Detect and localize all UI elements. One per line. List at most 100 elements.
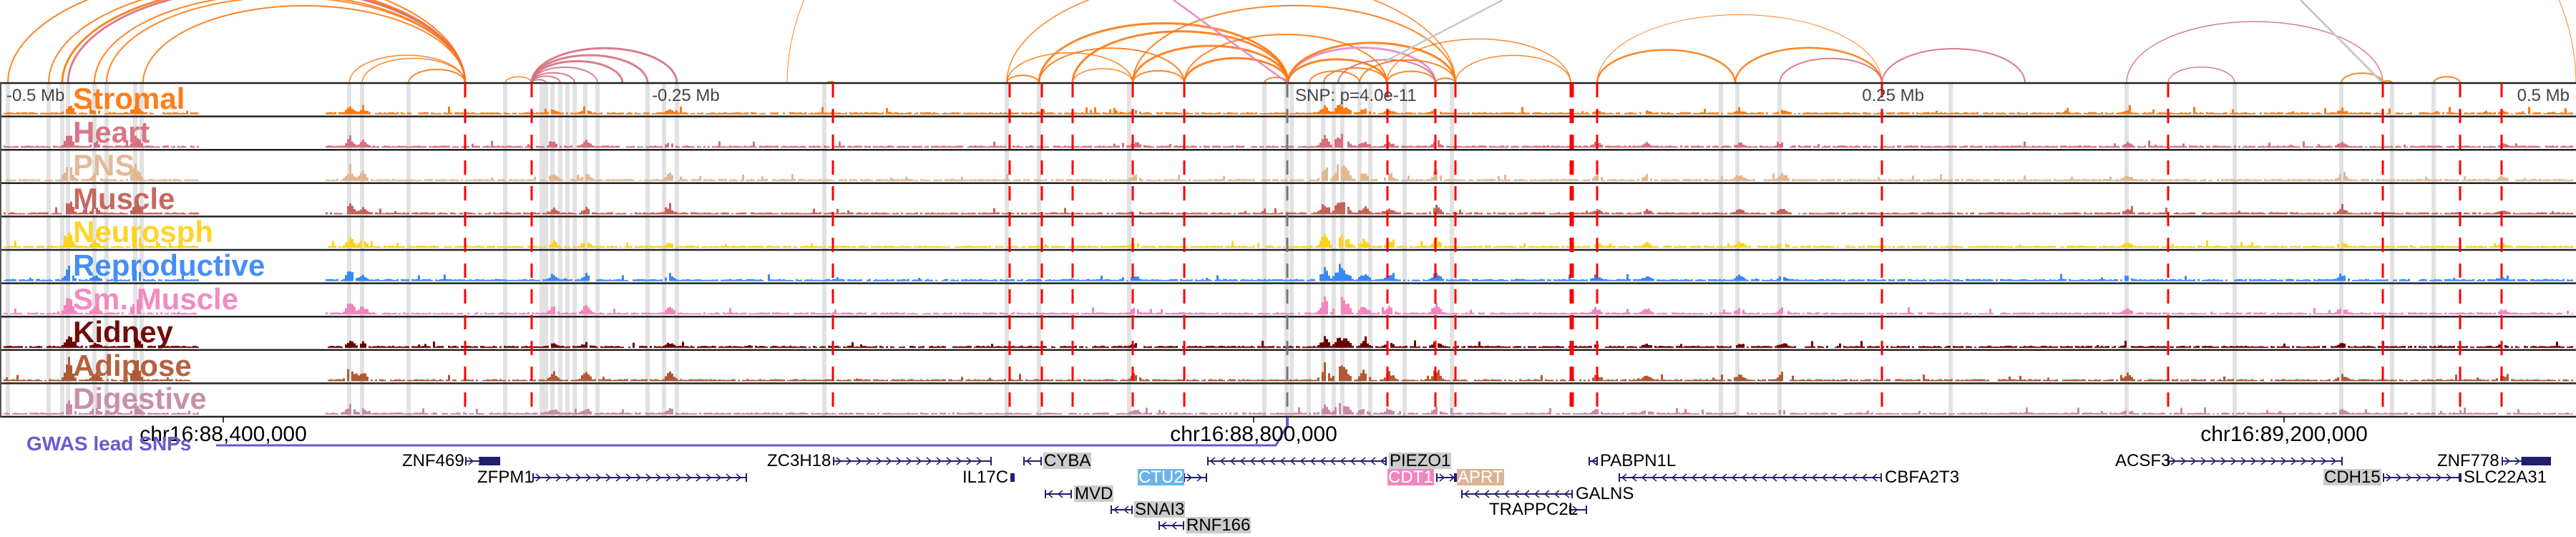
signal-bar [1787,212,1790,215]
signal-bar [433,246,435,248]
signal-bar [811,146,813,148]
signal-bar [2399,112,2401,115]
signal-bar [89,106,92,115]
signal-bar [2017,112,2019,115]
signal-bar [821,107,824,115]
signal-bar [1729,213,1732,215]
signal-bar [1221,212,1223,215]
signal-bar [1034,212,1036,215]
signal-bar [2180,112,2182,115]
signal-bar [2245,212,2247,215]
signal-bar [2545,213,2547,215]
signal-bar [2253,145,2255,148]
signal-bar [1092,213,1094,215]
signal-bar [796,145,798,148]
signal-bar [401,213,403,215]
signal-bar [1047,112,1049,115]
signal-bar [1083,179,1085,181]
signal-bar [1013,112,1015,115]
signal-bar [871,112,873,115]
signal-bar [1802,146,1805,148]
signal-bar [1897,112,1899,115]
signal-bar [1332,111,1335,115]
signal-bar [1118,145,1120,148]
signal-bar [2232,212,2234,215]
signal-bar [2028,180,2030,181]
signal-bar [1766,112,1768,115]
signal-bar [1324,233,1326,248]
signal-bar [2511,112,2513,115]
signal-bar [1712,246,1714,248]
signal-bar [2423,145,2425,148]
signal-bar [2178,179,2180,181]
signal-bar [2247,146,2249,148]
signal-bar [2079,179,2082,181]
signal-bar [77,246,79,248]
signal-bar [40,112,42,115]
signal-bar [2416,213,2419,215]
signal-bar [1135,174,1137,181]
signal-bar [1601,176,1603,181]
signal-bar [2009,146,2011,148]
signal-bar [1405,246,1407,248]
signal-bar [884,246,886,248]
signal-bar [1755,146,1757,148]
signal-bar [126,213,128,215]
signal-bar [2017,246,2019,248]
signal-bar [2129,143,2131,148]
signal-bar [527,144,530,148]
signal-bar [2116,246,2118,248]
signal-track-muscle [4,201,2573,215]
signal-bar [2155,145,2157,148]
signal-bar [2172,180,2174,181]
signal-bar [1738,209,1740,215]
signal-bar [81,246,83,248]
signal-bar [802,113,804,115]
signal-bar [2191,180,2193,181]
signal-bar [2301,112,2303,115]
signal-bar [2412,213,2414,215]
signal-bar [1480,112,1483,115]
signal-bar [1798,213,1800,215]
signal-bar [1828,246,1830,248]
signal-bar [1519,178,1521,181]
signal-bar [2412,145,2414,148]
signal-bar [740,112,742,115]
signal-bar [989,179,991,181]
signal-bar [399,145,401,148]
signal-bar [1034,112,1036,115]
signal-bar [2060,145,2062,148]
signal-bar [4,212,6,215]
signal-bar [706,179,708,181]
signal-bar [165,145,167,148]
signal-bar [980,145,982,148]
signal-bar [768,246,770,248]
signal-bar [1412,146,1414,148]
signal-bar [484,112,487,115]
signal-bar [2015,145,2017,148]
signal-bar [2127,110,2129,115]
signal-bar [1002,179,1004,181]
signal-bar [1178,213,1180,215]
signal-bar [2124,143,2127,148]
signal-bar [1264,208,1266,215]
signal-bar [1208,246,1210,248]
signal-bar [982,212,985,215]
signal-bar [2517,179,2519,181]
signal-bar [1592,211,1594,215]
signal-bar [2032,246,2034,248]
signal-bar [575,213,577,215]
signal-bar [2067,107,2069,115]
signal-bar [2043,179,2045,181]
signal-bar [2178,213,2180,215]
signal-bar [137,201,139,215]
signal-bar [1105,246,1107,248]
signal-bar [23,246,25,248]
signal-bar [1923,246,1925,248]
signal-bar [1077,212,1079,215]
signal-bar [2358,145,2361,148]
signal-bar [1053,112,1055,115]
signal-bar [1281,145,1283,148]
signal-bar [1538,145,1541,148]
signal-bar [678,180,680,181]
